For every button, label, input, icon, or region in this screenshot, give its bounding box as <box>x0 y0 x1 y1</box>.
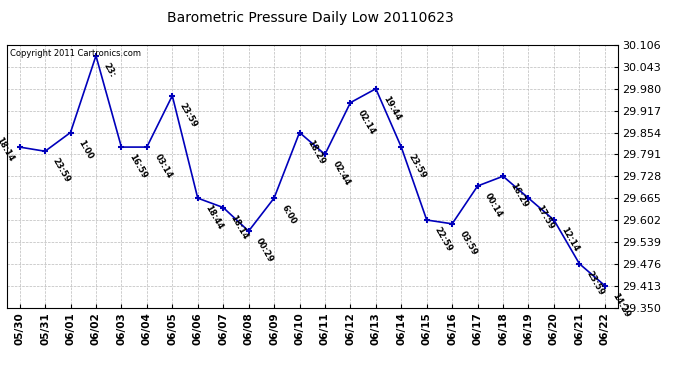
Text: 03:59: 03:59 <box>457 230 479 257</box>
Text: 18:29: 18:29 <box>305 138 326 166</box>
Text: 23:: 23: <box>101 62 117 79</box>
Text: 18:14: 18:14 <box>0 136 16 164</box>
Text: 00:29: 00:29 <box>254 237 275 264</box>
Text: 17:59: 17:59 <box>534 204 555 231</box>
Text: 6:00: 6:00 <box>279 204 298 226</box>
Text: 16:29: 16:29 <box>509 182 530 210</box>
Text: 23:59: 23:59 <box>178 101 199 129</box>
Text: 22:59: 22:59 <box>432 225 453 253</box>
Text: 1:00: 1:00 <box>76 138 95 160</box>
Text: 23:59: 23:59 <box>407 153 428 180</box>
Text: 14:29: 14:29 <box>611 291 631 319</box>
Text: 02:44: 02:44 <box>331 160 352 188</box>
Text: 00:14: 00:14 <box>483 192 504 219</box>
Text: Copyright 2011 Cartronics.com: Copyright 2011 Cartronics.com <box>10 49 141 58</box>
Text: 23:59: 23:59 <box>585 269 606 297</box>
Text: 03:14: 03:14 <box>152 153 173 180</box>
Text: 16:59: 16:59 <box>127 153 148 180</box>
Text: 19:44: 19:44 <box>382 94 402 122</box>
Text: 18:44: 18:44 <box>204 204 224 231</box>
Text: 23:59: 23:59 <box>50 157 72 184</box>
Text: Barometric Pressure Daily Low 20110623: Barometric Pressure Daily Low 20110623 <box>167 11 454 25</box>
Text: 18:14: 18:14 <box>228 213 250 241</box>
Text: 12:14: 12:14 <box>560 225 581 254</box>
Text: 02:14: 02:14 <box>356 108 377 136</box>
